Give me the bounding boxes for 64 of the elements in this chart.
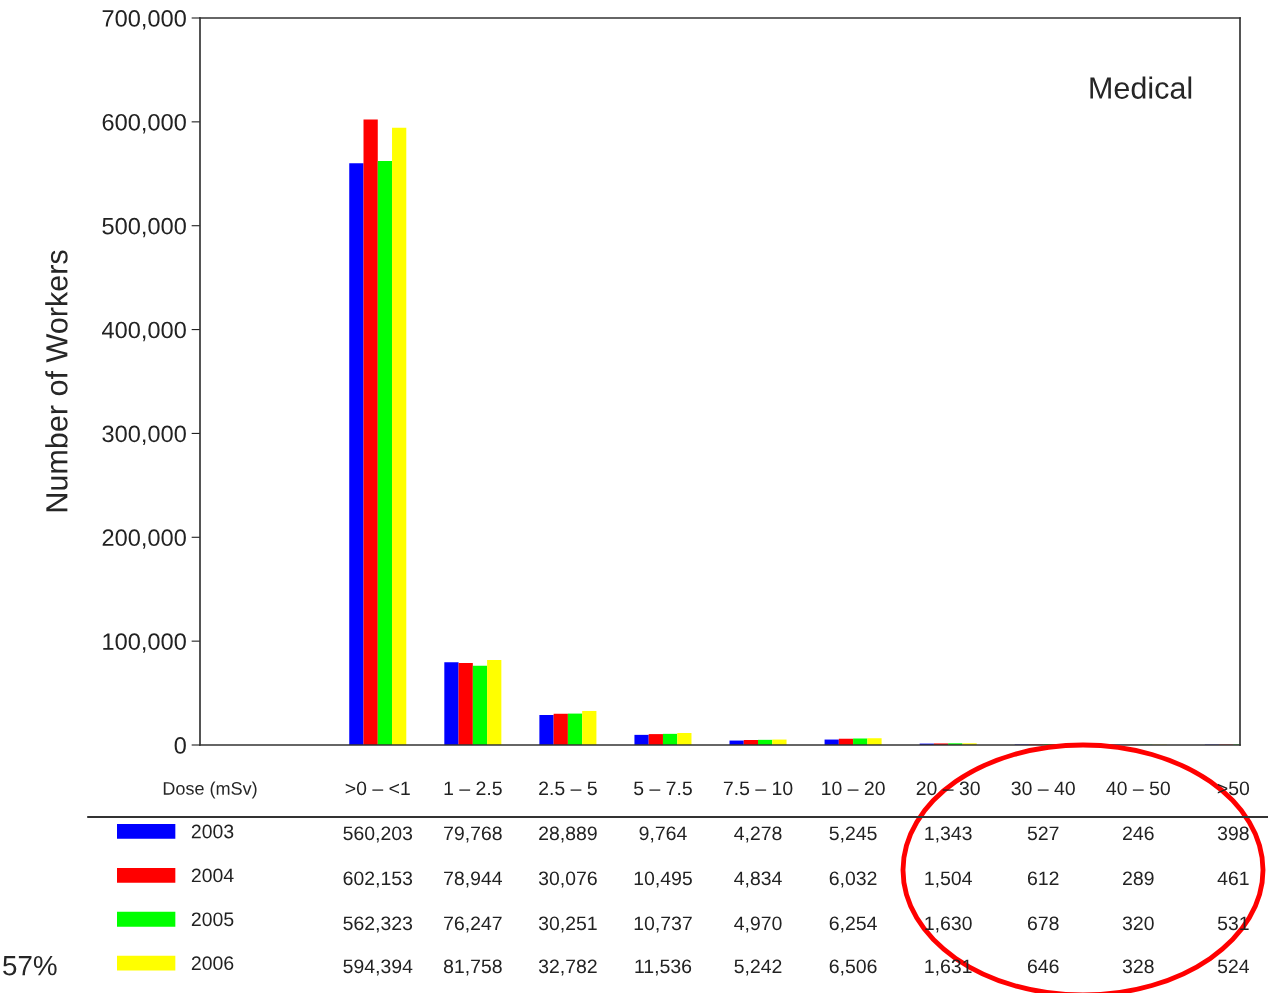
data-label: 328 [1122, 959, 1154, 974]
x-tick-label: 10 – 20 [822, 781, 885, 796]
data-label: 5,242 [734, 959, 782, 976]
x-tick-label: 1 – 2.5 [444, 781, 502, 796]
data-label: 78,944 [444, 871, 502, 888]
data-label: 4,970 [734, 916, 782, 933]
data-label: 527 [1027, 826, 1059, 841]
data-label: 1,504 [925, 871, 972, 888]
data-label: 289 [1123, 871, 1154, 886]
text: 57% [3, 955, 57, 976]
data-label: 6,254 [829, 916, 877, 933]
data-label: 11,536 [635, 959, 692, 976]
legend-label: 2003 [191, 824, 234, 839]
y-axis-title: Number of Workers [45, 250, 68, 512]
data-label: 562,323 [343, 916, 413, 933]
data-label: 30,251 [538, 916, 597, 933]
data-label: 5,245 [829, 826, 877, 843]
y-tick-label: 500,000 [102, 217, 186, 238]
data-label: 524 [1217, 959, 1249, 974]
data-label: 79,768 [444, 826, 502, 843]
legend-label: 2006 [191, 956, 234, 971]
y-tick-label: 400,000 [102, 321, 186, 342]
data-label: 6,506 [829, 959, 877, 976]
x-tick-label: 20 – 30 [916, 781, 980, 796]
data-label: 4,278 [734, 826, 782, 843]
data-label: 1,343 [925, 826, 972, 843]
x-tick-label: 7.5 – 10 [723, 781, 793, 796]
data-label: 4,834 [734, 871, 782, 888]
data-label: 10,737 [634, 916, 692, 933]
data-label: 9,764 [639, 826, 687, 843]
data-label: 10,495 [634, 871, 692, 888]
y-tick-label: 200,000 [102, 529, 186, 549]
y-tick-label: 300,000 [102, 425, 186, 446]
data-label: 1,631 [925, 959, 972, 976]
x-tick-label: 40 – 50 [1106, 781, 1170, 796]
data-label: 594,394 [343, 959, 413, 976]
data-label: 81,758 [443, 959, 502, 976]
x-axis-title: Dose (mSv) [163, 781, 257, 799]
legend-label: 2005 [191, 912, 234, 927]
legend-label: 2004 [191, 868, 234, 883]
text: Medical [1090, 76, 1192, 99]
data-label: 246 [1123, 826, 1154, 841]
data-label: 678 [1027, 916, 1059, 931]
y-tick-label: 700,000 [102, 10, 186, 30]
data-label: 30,076 [538, 871, 597, 888]
x-tick-label: 5 – 7.5 [634, 781, 692, 796]
data-label: 320 [1122, 916, 1154, 931]
x-tick-label: >0 – <1 [345, 781, 410, 796]
y-tick-label: 100,000 [103, 633, 186, 653]
data-label: 28,889 [539, 826, 597, 843]
y-tick-label: 600,000 [102, 113, 186, 134]
data-label: 646 [1027, 959, 1059, 974]
data-label: 398 [1217, 826, 1249, 841]
data-label: 602,153 [343, 871, 413, 888]
x-tick-label: 2.5 – 5 [539, 781, 597, 796]
data-label: 1,630 [925, 916, 972, 933]
y-tick-label: 0 [174, 737, 186, 754]
data-label: 6,032 [829, 871, 877, 888]
data-label: 560,203 [343, 826, 413, 843]
data-label: 32,782 [538, 959, 597, 976]
data-label: 612 [1027, 871, 1059, 886]
data-label: 76,247 [444, 916, 502, 933]
x-tick-label: 30 – 40 [1011, 781, 1075, 796]
data-label: 461 [1217, 871, 1249, 886]
